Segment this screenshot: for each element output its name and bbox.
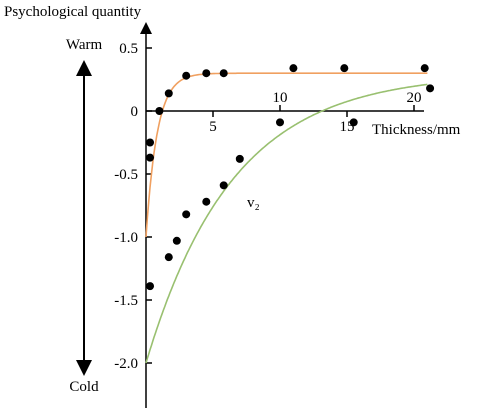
y-tick-label: -1.0	[114, 230, 138, 246]
data-point-series-1	[155, 107, 164, 115]
y-tick-label: -0.5	[114, 167, 138, 183]
data-point-series-2	[426, 84, 435, 93]
series-label-v2: v₂	[247, 195, 260, 211]
x-tick-label: 10	[273, 90, 288, 106]
data-point-series-1	[340, 64, 349, 73]
y-axis-title: Psychological quantity	[4, 4, 142, 20]
data-point-series-1	[289, 64, 298, 73]
y-tick-label: 0.5	[119, 41, 138, 57]
x-axis-title: Thickness/mm	[372, 122, 461, 138]
data-point-series-2	[146, 282, 155, 291]
data-point-series-2	[219, 181, 228, 190]
data-points	[146, 64, 435, 291]
scale-top-label: Warm	[66, 37, 103, 53]
data-point-series-1	[219, 69, 228, 78]
data-point-series-1	[146, 153, 155, 162]
data-point-series-1	[182, 71, 191, 80]
data-point-series-2	[276, 118, 284, 127]
data-point-series-2	[235, 154, 244, 163]
data-point-series-2	[172, 236, 181, 245]
y-ticks: 0.5 0 -0.5 -1.0 -1.5 -2.0	[114, 41, 152, 372]
x-tick-label: 5	[209, 119, 217, 135]
y-tick-label: -2.0	[114, 356, 138, 372]
axes: Psychological quantity Thickness/mm	[4, 4, 461, 408]
scale-bottom-label: Cold	[69, 379, 99, 395]
x-tick-label: 20	[407, 90, 422, 106]
y-tick-label: 0	[131, 104, 139, 120]
y-tick-label: -1.5	[114, 293, 138, 309]
warm-cold-scale: Warm Cold	[66, 37, 103, 395]
data-point-series-1	[164, 89, 173, 98]
data-point-series-2	[349, 118, 358, 127]
fit-curves	[145, 72, 428, 364]
fit-curve-1	[145, 72, 428, 238]
data-point-series-1	[420, 64, 429, 73]
data-point-series-2	[182, 210, 191, 219]
fit-curve-2	[145, 83, 428, 364]
data-point-series-1	[146, 138, 155, 147]
data-point-series-2	[164, 253, 173, 262]
data-point-series-2	[202, 197, 211, 206]
data-point-series-1	[202, 69, 211, 78]
